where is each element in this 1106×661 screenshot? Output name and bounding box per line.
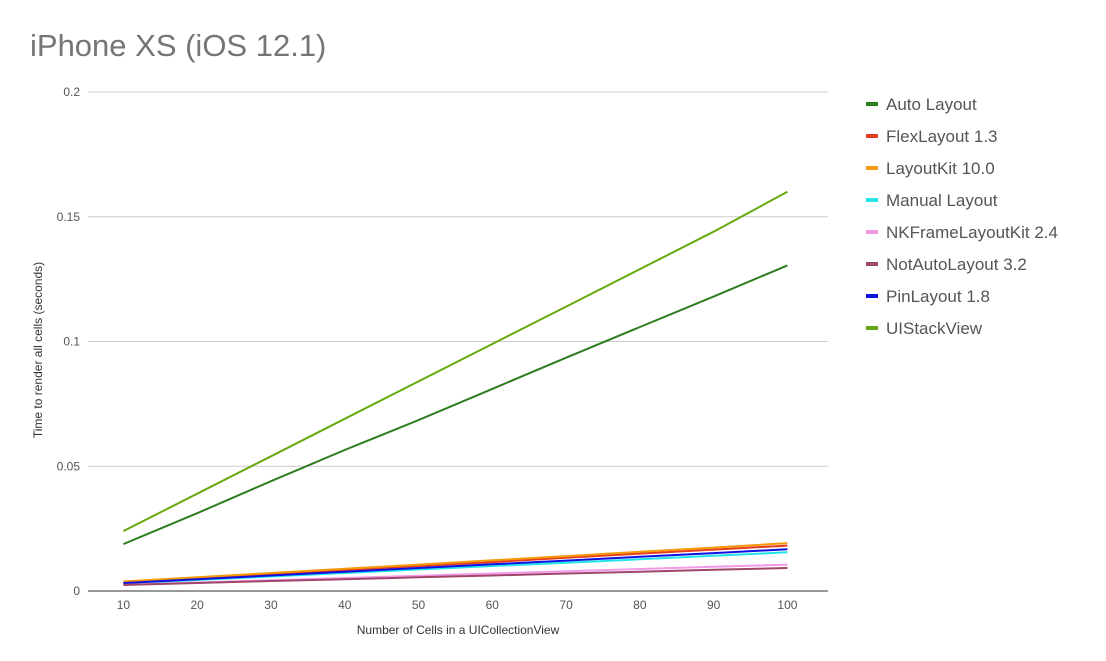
legend-swatch-flexlayout-1-3 [866,134,878,138]
y-axis-label: Time to render all cells (seconds) [31,262,45,438]
legend-swatch-nkframelayoutkit-2-4 [866,230,878,234]
chart-title: iPhone XS (iOS 12.1) [30,28,327,63]
legend-label-notautolayout-3-2: NotAutoLayout 3.2 [886,255,1027,274]
series-line-uistackview [122,190,788,532]
x-tick-label: 90 [707,598,721,612]
legend-swatch-notautolayout-3-2 [866,262,878,266]
legend-label-flexlayout-1-3: FlexLayout 1.3 [886,127,998,146]
x-tick-label: 40 [338,598,352,612]
legend-label-auto-layout: Auto Layout [886,95,977,114]
x-tick-label: 10 [117,598,131,612]
series-line-auto-layout [123,264,788,546]
series-lines [122,190,788,586]
x-axis-label: Number of Cells in a UICollectionView [357,623,560,637]
x-tick-label: 60 [486,598,500,612]
legend-label-uistackview: UIStackView [886,319,983,338]
series-line-notautolayout-3-2 [123,567,788,586]
series-line-layoutkit-10-0 [123,542,788,583]
legend-label-manual-layout: Manual Layout [886,191,998,210]
legend: Auto Layout FlexLayout 1.3 LayoutKit 10.0 M… [866,95,1058,338]
y-tick-label: 0.05 [57,459,81,473]
x-tick-label: 100 [777,598,797,612]
x-axis-ticks: 10 20 30 40 50 60 70 80 90 100 [117,598,798,612]
series-line-pinlayout-1-8 [123,548,788,584]
legend-label-layoutkit-10-0: LayoutKit 10.0 [886,159,995,178]
x-tick-label: 70 [559,598,573,612]
legend-label-nkframelayoutkit-2-4: NKFrameLayoutKit 2.4 [886,223,1058,242]
y-axis-ticks: 0 0.05 0.1 0.15 0.2 [57,85,81,598]
grid-lines [88,91,828,467]
y-tick-label: 0.15 [57,210,81,224]
x-tick-label: 50 [412,598,426,612]
legend-swatch-layoutkit-10-0 [866,166,878,170]
y-tick-label: 0 [73,584,80,598]
y-tick-label: 0.2 [63,85,80,99]
legend-swatch-uistackview [866,326,878,330]
legend-swatch-pinlayout-1-8 [866,294,878,298]
y-tick-label: 0.1 [63,335,80,349]
legend-swatch-manual-layout [866,198,878,202]
x-tick-label: 80 [633,598,647,612]
legend-label-pinlayout-1-8: PinLayout 1.8 [886,287,990,306]
legend-swatch-auto-layout [866,102,878,106]
x-tick-label: 20 [191,598,205,612]
x-tick-label: 30 [264,598,278,612]
